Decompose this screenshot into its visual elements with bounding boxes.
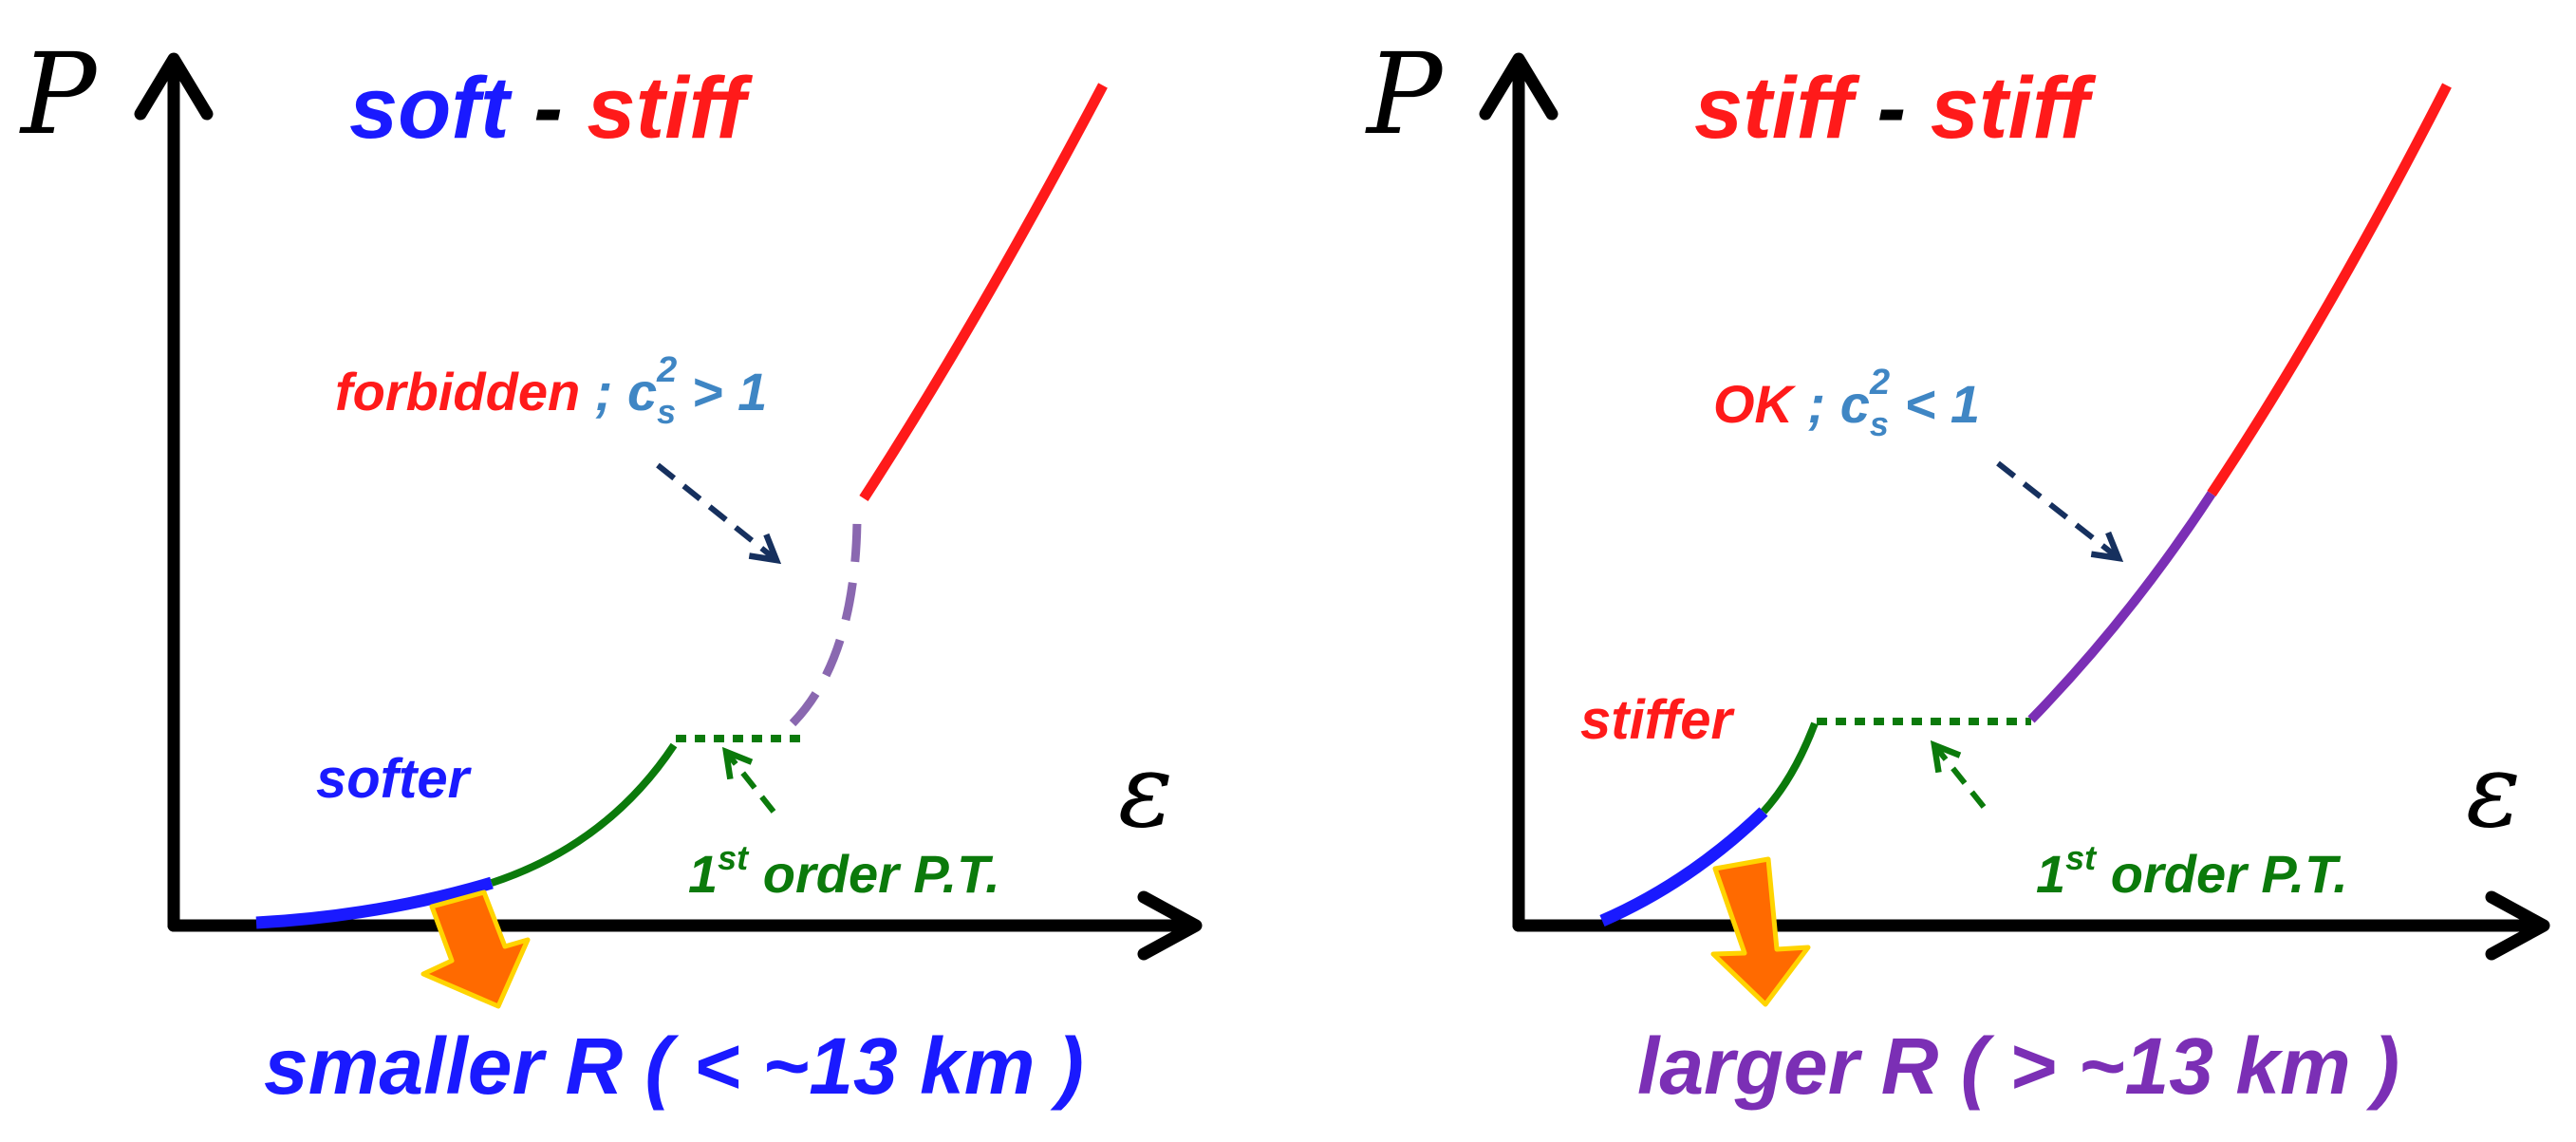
axes-left (134, 52, 1203, 961)
x-axis-arrowhead-left (1137, 890, 1203, 961)
note-separator: ; (580, 362, 627, 421)
sound-speed-note-left: forbidden ; cs2 > 1 (335, 350, 767, 431)
pt-pointer-arrow-left (721, 746, 776, 814)
note-separator: ; (1793, 374, 1840, 434)
forbidden-label: forbidden (335, 362, 580, 421)
hadronic-eos-curve-left (490, 742, 678, 887)
radius-result-right: larger R ( > ~13 km ) (1637, 1021, 2399, 1111)
radius-arrow-right (1710, 856, 1811, 1007)
pt-order-suffix: st (2065, 838, 2098, 877)
panel-stiff-stiff: P ε stiff - stiff stiffer OK ; cs2 < 1 1… (1365, 28, 2550, 1111)
stiffer-label: stiffer (1580, 689, 1736, 751)
pt-order-number: 1 (688, 844, 718, 904)
causality-relation: < 1 (1890, 374, 1980, 434)
x-axis-arrowhead-right (2485, 890, 2550, 961)
sound-speed-superscript: 2 (656, 350, 677, 390)
acausal-dashed-curve (789, 502, 862, 727)
stiff-eos-curve-left (859, 83, 1108, 501)
title-stiff-second: stiff (1931, 60, 2097, 157)
radius-arrow-left (420, 889, 531, 1009)
pt-label-rest: order P.T. (2096, 844, 2348, 904)
softer-eos-curve (255, 876, 494, 929)
phase-transition-label-left: 1st order P.T. (688, 838, 1000, 904)
ok-pointer-arrow (1996, 460, 2124, 563)
pt-order-suffix: st (718, 838, 750, 877)
pt-pointer-arrow-right (1930, 739, 1987, 809)
axes-right (1479, 52, 2550, 961)
forbidden-pointer-arrow (656, 462, 782, 565)
pt-order-number: 1 (2036, 844, 2065, 904)
y-axis-arrowhead-right (1479, 52, 1559, 121)
panel-title-left: soft - stiff (349, 60, 754, 157)
sound-speed-note-right: OK ; cs2 < 1 (1713, 363, 1980, 443)
stiffer-eos-curve-green (1761, 721, 1819, 814)
sound-speed-superscript: 2 (1869, 363, 1890, 403)
epsilon-axis-label-right: ε (2466, 732, 2521, 851)
title-stiff: stiff (587, 60, 753, 157)
p-axis-label-left: P (19, 28, 99, 159)
panel-title-right: stiff - stiff (1694, 60, 2097, 157)
phase-transition-label-right: 1st order P.T. (2036, 838, 2348, 904)
causal-purple-curve (2027, 491, 2216, 723)
causality-relation: > 1 (677, 362, 767, 421)
stiffer-eos-curve-blue (1599, 807, 1768, 927)
y-axis-arrowhead-left (134, 52, 214, 121)
sound-speed-symbol: c (627, 362, 657, 421)
pt-label-rest: order P.T. (748, 844, 1000, 904)
sound-speed-symbol: c (1840, 374, 1870, 434)
sound-speed-subscript: s (1870, 404, 1889, 443)
softer-label: softer (316, 748, 473, 810)
ok-label: OK (1713, 374, 1797, 434)
epsilon-axis-label-left: ε (1118, 732, 1173, 851)
title-stiff-first: stiff (1694, 60, 1860, 157)
title-separator: - (510, 60, 588, 157)
sound-speed-subscript: s (657, 392, 676, 431)
title-separator: - (1853, 60, 1931, 157)
p-axis-label-right: P (1365, 28, 1445, 159)
panel-soft-stiff: P ε soft - stiff softer forbidden ; cs2 … (19, 28, 1203, 1111)
title-soft: soft (349, 60, 513, 157)
stiff-eos-curve-right (2207, 83, 2452, 497)
radius-result-left: smaller R ( < ~13 km ) (264, 1021, 1084, 1111)
